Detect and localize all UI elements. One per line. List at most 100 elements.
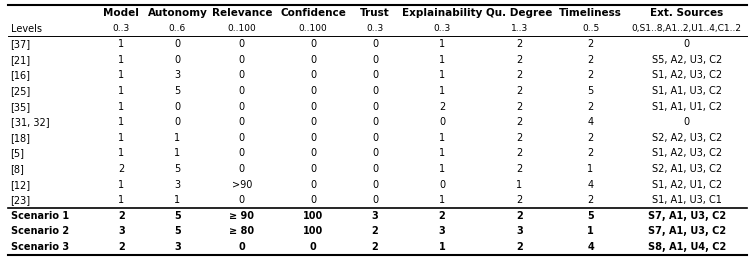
Text: S1, A2, U3, C2: S1, A2, U3, C2 (652, 148, 722, 158)
Text: 1: 1 (119, 102, 125, 112)
Text: 0: 0 (310, 86, 316, 96)
Text: 0: 0 (310, 164, 316, 174)
Text: >90: >90 (232, 180, 252, 190)
Text: 0: 0 (372, 148, 378, 158)
Text: 0: 0 (239, 102, 245, 112)
Text: [23]: [23] (11, 195, 31, 205)
Text: S1, A2, U1, C2: S1, A2, U1, C2 (652, 180, 722, 190)
Text: 0: 0 (372, 86, 378, 96)
Text: 0: 0 (239, 242, 245, 252)
Text: S1, A1, U3, C2: S1, A1, U3, C2 (652, 86, 722, 96)
Text: 0..3: 0..3 (433, 24, 451, 33)
Text: 2: 2 (516, 148, 522, 158)
Text: 1: 1 (587, 226, 594, 236)
Text: 0: 0 (310, 195, 316, 205)
Text: 0: 0 (239, 86, 245, 96)
Text: 0: 0 (310, 180, 316, 190)
Text: 2: 2 (118, 211, 125, 221)
Text: 1: 1 (439, 148, 445, 158)
Text: 0: 0 (439, 180, 445, 190)
Text: S2, A2, U3, C2: S2, A2, U3, C2 (652, 133, 722, 143)
Text: ≥ 80: ≥ 80 (230, 226, 254, 236)
Text: 1: 1 (119, 133, 125, 143)
Text: 5: 5 (174, 86, 180, 96)
Text: 1..3: 1..3 (510, 24, 528, 33)
Text: [25]: [25] (11, 86, 31, 96)
Text: 0..3: 0..3 (112, 24, 130, 33)
Text: 0: 0 (372, 39, 378, 49)
Text: 0: 0 (239, 133, 245, 143)
Text: 0..3: 0..3 (366, 24, 384, 33)
Text: 1: 1 (439, 242, 445, 252)
Text: 2: 2 (587, 55, 593, 65)
Text: 1: 1 (174, 148, 180, 158)
Text: 1: 1 (439, 164, 445, 174)
Text: 0: 0 (310, 117, 316, 127)
Text: 0: 0 (174, 117, 180, 127)
Text: 0: 0 (310, 133, 316, 143)
Text: 1: 1 (119, 55, 125, 65)
Text: 0..5: 0..5 (582, 24, 599, 33)
Text: 1: 1 (439, 39, 445, 49)
Text: 2: 2 (439, 211, 445, 221)
Text: [12]: [12] (11, 180, 31, 190)
Text: 0,S1..8,A1..2,U1..4,C1..2: 0,S1..8,A1..2,U1..4,C1..2 (632, 24, 741, 33)
Text: 0: 0 (372, 180, 378, 190)
Text: Qu. Degree: Qu. Degree (486, 8, 553, 18)
Text: 5: 5 (174, 226, 181, 236)
Text: 2: 2 (516, 242, 522, 252)
Text: 1: 1 (439, 195, 445, 205)
Text: 5: 5 (174, 164, 180, 174)
Text: S1, A2, U3, C2: S1, A2, U3, C2 (652, 70, 722, 80)
Text: 0..6: 0..6 (169, 24, 186, 33)
Text: 0: 0 (174, 39, 180, 49)
Text: 0: 0 (372, 195, 378, 205)
Text: 1: 1 (119, 148, 125, 158)
Text: [31, 32]: [31, 32] (11, 117, 49, 127)
Text: Timeliness: Timeliness (559, 8, 622, 18)
Text: 0: 0 (239, 55, 245, 65)
Text: 0..100: 0..100 (299, 24, 328, 33)
Text: 100: 100 (303, 211, 323, 221)
Text: 2: 2 (587, 102, 593, 112)
Text: 1: 1 (119, 180, 125, 190)
Text: 3: 3 (118, 226, 125, 236)
Text: Scenario 1: Scenario 1 (11, 211, 69, 221)
Text: 3: 3 (439, 226, 445, 236)
Text: [18]: [18] (11, 133, 30, 143)
Text: 0: 0 (174, 55, 180, 65)
Text: ≥ 90: ≥ 90 (230, 211, 254, 221)
Text: 0: 0 (684, 39, 690, 49)
Text: 0: 0 (239, 39, 245, 49)
Text: 2: 2 (516, 164, 522, 174)
Text: 0: 0 (239, 70, 245, 80)
Text: [21]: [21] (11, 55, 31, 65)
Text: Explainability: Explainability (402, 8, 482, 18)
Text: Scenario 3: Scenario 3 (11, 242, 69, 252)
Text: 2: 2 (587, 133, 593, 143)
Text: Confidence: Confidence (280, 8, 346, 18)
Text: 1: 1 (119, 86, 125, 96)
Text: 0: 0 (372, 133, 378, 143)
Text: 0: 0 (239, 148, 245, 158)
Text: 0: 0 (239, 195, 245, 205)
Text: 0: 0 (372, 164, 378, 174)
Text: 3: 3 (174, 242, 181, 252)
Text: 2: 2 (587, 70, 593, 80)
Text: 1: 1 (174, 133, 180, 143)
Text: 1: 1 (587, 164, 593, 174)
Text: S7, A1, U3, C2: S7, A1, U3, C2 (648, 211, 726, 221)
Text: 4: 4 (587, 180, 593, 190)
Text: 100: 100 (303, 226, 323, 236)
Text: 0: 0 (372, 102, 378, 112)
Text: 1: 1 (174, 195, 180, 205)
Text: S7, A1, U3, C2: S7, A1, U3, C2 (648, 226, 726, 236)
Text: 1: 1 (439, 55, 445, 65)
Text: 0: 0 (310, 55, 316, 65)
Text: 2: 2 (516, 102, 522, 112)
Text: 1: 1 (119, 70, 125, 80)
Text: 2: 2 (516, 39, 522, 49)
Text: 0: 0 (239, 117, 245, 127)
Text: [37]: [37] (11, 39, 31, 49)
Text: Model: Model (103, 8, 140, 18)
